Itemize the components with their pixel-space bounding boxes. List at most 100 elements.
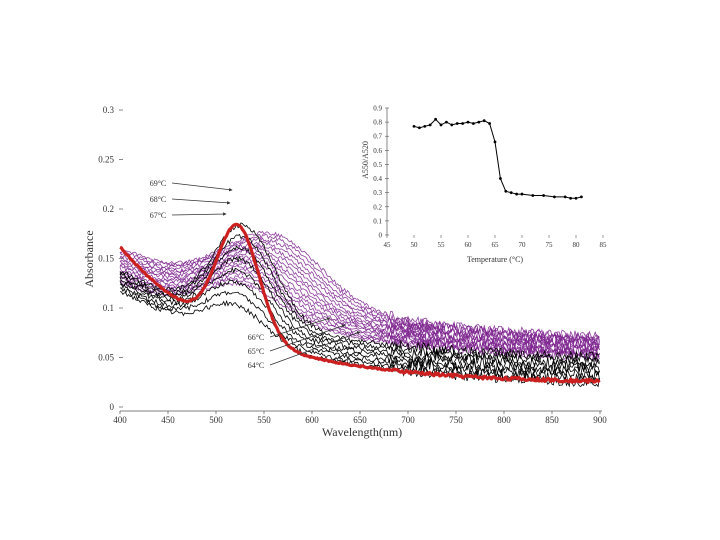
temperature-annotations: 69°C 68°C 67°C 66°C 65°C 64°C — [150, 179, 361, 370]
inset-x-tick-label: 75 — [546, 241, 554, 249]
inset-y-ticks: 0 0.1 0.2 0.3 0.4 0.5 0.6 0.7 0.8 0.9 — [373, 105, 389, 240]
inset-data-point — [455, 122, 459, 125]
inset-x-tick-label: 70 — [519, 241, 527, 249]
inset-data-point — [493, 140, 497, 144]
inset-data-point — [509, 191, 513, 195]
temperature-label: 69°C — [150, 179, 167, 188]
main-x-tick-label: 500 — [209, 415, 223, 425]
inset-data-point — [531, 194, 535, 197]
inset-data-point — [482, 119, 486, 123]
main-y-tick-label: 0.25 — [98, 155, 114, 165]
temperature-label: 65°C — [248, 347, 265, 356]
black-spectrum — [119, 222, 600, 363]
inset-x-tick-label: 45 — [384, 241, 392, 249]
inset-data-point — [504, 189, 508, 193]
temperature-label: 64°C — [248, 361, 265, 370]
main-y-tick-label: 0.1 — [103, 303, 114, 313]
inset-data-point — [488, 122, 491, 125]
inset-data-point — [499, 177, 502, 180]
inset-data-point — [580, 195, 583, 199]
main-chart: 400 450 500 550 600 650 700 750 800 850 900 00.050… — [82, 105, 607, 439]
main-x-tick-label: 750 — [449, 415, 463, 425]
black-spectrum — [119, 287, 600, 384]
inset-x-tick-label: 60 — [465, 241, 473, 249]
annotation-arrow — [269, 331, 361, 366]
inset-x-axis-title: Temperature (°C) — [467, 255, 524, 264]
main-x-axis-title: Wavelength(nm) — [322, 425, 402, 439]
inset-y-tick-label: 0.5 — [373, 161, 382, 169]
inset-data-point — [412, 124, 416, 128]
purple-spectrum — [119, 230, 600, 342]
inset-y-tick-label: 0.8 — [373, 119, 382, 127]
inset-y-tick-label: 0.1 — [373, 217, 382, 225]
annotation-arrow — [269, 317, 331, 338]
inset-data-point — [569, 196, 572, 200]
inset-x-ticks: 45 50 55 60 65 70 75 80 85 — [384, 235, 608, 249]
inset-data-point — [542, 194, 545, 197]
inset-data-point — [477, 120, 481, 124]
black-spectrum — [119, 245, 600, 371]
main-x-tick-label: 900 — [593, 415, 607, 425]
inset-data-point — [434, 117, 437, 121]
inset-data-point — [423, 124, 427, 128]
inset-y-tick-label: 0.9 — [373, 105, 382, 113]
temperature-label: 67°C — [150, 211, 167, 220]
main-series-group — [119, 222, 601, 388]
main-x-tick-label: 450 — [161, 415, 175, 425]
black-spectrum — [119, 279, 600, 382]
inset-x-tick-label: 50 — [411, 241, 419, 249]
inset-y-tick-label: 0.4 — [373, 175, 382, 183]
inset-data-point — [445, 120, 448, 124]
inset-data-point — [472, 122, 475, 125]
main-x-tick-label: 850 — [545, 415, 559, 425]
main-y-tick-label: 0.2 — [103, 204, 114, 214]
inset-x-tick-label: 55 — [438, 241, 446, 249]
inset-y-tick-label: 0 — [379, 232, 383, 240]
inset-series-line — [413, 118, 582, 199]
main-y-axis-title: Absorbance — [82, 230, 96, 287]
temperature-label: 68°C — [150, 195, 167, 204]
inset-data-point — [520, 192, 524, 196]
inset-data-point — [515, 192, 518, 196]
inset-data-point — [574, 196, 578, 200]
main-y-tick-label: 0 — [110, 402, 115, 412]
inset-chart: 45 50 55 60 65 70 75 80 85 0 0.1 0.2 0.3 0.4 0.5 0.6 0.… — [361, 105, 607, 265]
inset-x-tick-label: 80 — [573, 241, 581, 249]
inset-data-point — [428, 123, 432, 127]
purple-spectrum — [119, 261, 600, 354]
purple-spectrum — [119, 240, 600, 346]
main-y-tick-label: 0.15 — [98, 254, 114, 264]
temperature-label: 66°C — [248, 333, 265, 342]
main-x-tick-label: 800 — [497, 415, 511, 425]
main-y-tick-label: 0.05 — [98, 353, 114, 363]
annotation-arrow — [171, 198, 231, 205]
black-spectrum — [119, 255, 600, 374]
main-x-tick-label: 400 — [113, 415, 127, 425]
inset-data-point — [461, 122, 464, 125]
inset-data-point — [439, 123, 443, 127]
annotation-arrow — [269, 324, 346, 352]
purple-spectrum — [119, 243, 600, 346]
main-x-tick-label: 550 — [257, 415, 271, 425]
main-x-ticks: 400 450 500 550 600 650 700 750 800 850 900 — [113, 411, 607, 425]
red-spectrum — [119, 222, 601, 384]
inset-x-tick-label: 65 — [492, 241, 500, 249]
inset-y-tick-label: 0.2 — [373, 203, 382, 211]
inset-data-points — [412, 117, 583, 200]
main-x-tick-label: 700 — [401, 415, 415, 425]
annotation-arrow — [171, 212, 227, 216]
purple-spectrum — [119, 257, 600, 352]
inset-y-tick-label: 0.3 — [373, 189, 382, 197]
inset-y-tick-label: 0.7 — [373, 133, 382, 141]
inset-y-tick-label: 0.6 — [373, 147, 382, 155]
inset-data-point — [450, 123, 454, 127]
purple-spectrum — [119, 234, 600, 342]
inset-data-point — [466, 120, 470, 124]
inset-x-tick-label: 85 — [600, 241, 608, 249]
inset-data-point — [563, 195, 567, 199]
annotation-arrow — [171, 182, 233, 192]
main-y-ticks: 0 0.05 0.1 0.15 0.2 0.25 0.3 — [98, 105, 123, 412]
main-x-tick-label: 600 — [305, 415, 319, 425]
inset-y-axis-title: A550/A520 — [361, 141, 370, 179]
